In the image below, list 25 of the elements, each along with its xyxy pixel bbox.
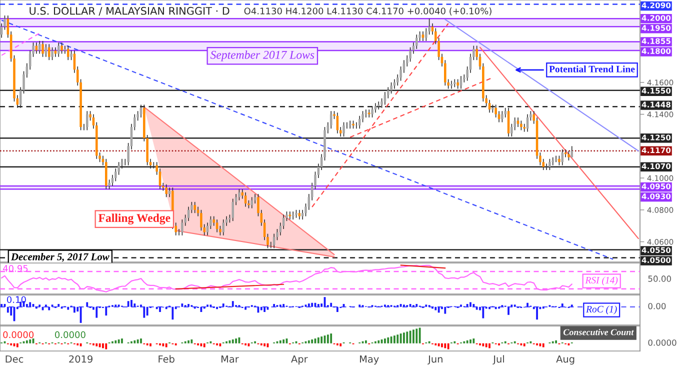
text: 0.0000	[648, 339, 676, 346]
annotation: RoC (1)	[586, 306, 617, 314]
text: O4.1130 H4.1200 L4.1130 C4.1170 +0.0040 (+0.10%)	[244, 7, 492, 16]
x-tick-label: May	[360, 355, 379, 365]
annotation: Consecutive Count	[563, 328, 634, 336]
annotation: 0.0000	[54, 331, 86, 338]
annotation: RSI (14)	[585, 276, 618, 286]
annotation: Falling Wedge	[98, 214, 170, 224]
annotation: 0.0000	[3, 331, 34, 338]
x-tick-label: Dec	[6, 355, 24, 363]
annotation: 0.10	[6, 296, 26, 304]
x-tick-label: Jun	[428, 355, 442, 364]
annotation: September 2017 Lows	[210, 50, 314, 62]
text: U.S. DOLLAR / MALAYSIAN RINGGIT · D	[30, 6, 230, 16]
x-tick-label: Mar	[221, 355, 239, 363]
annotation: 40.95	[3, 264, 28, 272]
text: 50.00	[648, 276, 671, 282]
x-tick-label: Feb	[158, 355, 174, 363]
x-tick-label: Aug	[556, 355, 574, 365]
x-tick-label: Jul	[492, 355, 504, 364]
annotation: December 5, 2017 Low	[10, 252, 110, 262]
x-tick-label: 2019	[69, 355, 92, 363]
annotation: Potential Trend Line	[549, 66, 635, 72]
x-tick-label: Apr	[291, 355, 308, 365]
text: 0.00	[648, 302, 666, 310]
